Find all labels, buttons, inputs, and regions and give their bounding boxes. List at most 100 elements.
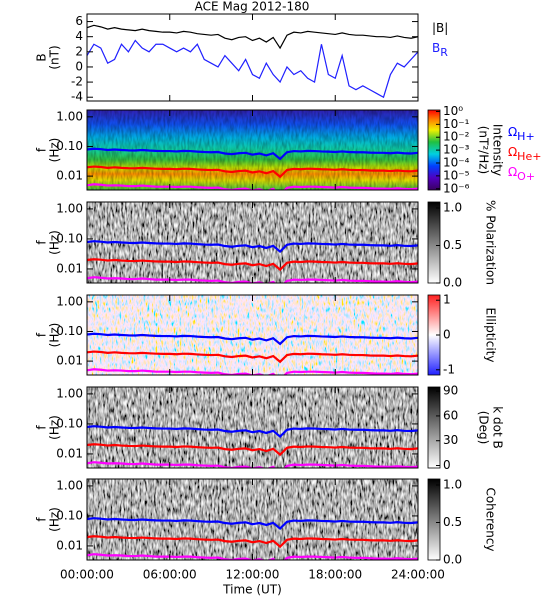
gyrofrequency-line bbox=[87, 258, 418, 272]
y-tick-label: 0.10 bbox=[56, 508, 83, 522]
colorbar bbox=[427, 478, 441, 561]
y-axis-label: f bbox=[35, 332, 49, 337]
x-tick-label: 06:00:00 bbox=[143, 568, 197, 582]
y-axis-label: (nT) bbox=[48, 45, 62, 69]
gyrofrequency-line bbox=[87, 350, 418, 364]
legend-name: Ω bbox=[508, 165, 517, 179]
legend-entry: |B| bbox=[432, 21, 448, 35]
y-tick-label: 1.00 bbox=[56, 109, 83, 123]
y-axis-label: f bbox=[35, 425, 49, 430]
y-tick-label: 0.01 bbox=[56, 538, 83, 552]
legend-entry: ΩH+ bbox=[508, 125, 535, 144]
colorbar-tick-label: 10⁻⁴ bbox=[443, 155, 470, 169]
colorbar-tick-label: 30 bbox=[443, 433, 458, 447]
legend-name: Ω bbox=[508, 145, 517, 159]
gyrofrequency-line bbox=[87, 165, 418, 179]
gyrofrequency-line bbox=[87, 276, 418, 283]
y-tick-label: 0.10 bbox=[56, 231, 83, 245]
gyrofrequency-line bbox=[87, 368, 418, 375]
colorbar bbox=[427, 386, 441, 469]
x-tick-label: 24:00:00 bbox=[391, 568, 445, 582]
y-axis-label: (Hz) bbox=[48, 507, 62, 532]
y-axis-label: (Hz) bbox=[48, 138, 62, 163]
plot-frame bbox=[86, 13, 419, 102]
line bbox=[87, 39, 418, 99]
y-tick-label: 4 bbox=[75, 29, 83, 43]
colorbar-label: % Polarization bbox=[484, 200, 498, 285]
colorbar-label: Coherency bbox=[484, 487, 498, 551]
y-axis-label: (Hz) bbox=[48, 323, 62, 348]
gyrofrequency-line bbox=[87, 183, 418, 190]
y-tick-label: -4 bbox=[71, 90, 83, 104]
y-tick-label: 0.01 bbox=[56, 169, 83, 183]
gyrofrequency-line bbox=[87, 535, 418, 549]
y-tick-label: 1.00 bbox=[56, 201, 83, 215]
colorbar-label: Ellipticity bbox=[484, 308, 498, 363]
y-axis-label: f bbox=[35, 147, 49, 152]
gyrofrequency-line bbox=[87, 425, 418, 439]
colorbar-label: k dot B bbox=[491, 406, 505, 448]
y-tick-label: 1.00 bbox=[56, 386, 83, 400]
legend-subscript: O+ bbox=[517, 170, 535, 183]
colorbar-tick-label: 10⁰ bbox=[443, 104, 463, 118]
y-tick-label: 0.01 bbox=[56, 354, 83, 368]
legend-subscript: He+ bbox=[517, 150, 541, 163]
x-axis-label: Time (UT) bbox=[222, 583, 282, 597]
colorbar-tick-label: 60 bbox=[443, 408, 458, 422]
legend-name: |B| bbox=[432, 21, 448, 35]
colorbar-tick-label: 0.0 bbox=[443, 553, 462, 567]
y-tick-label: 0.01 bbox=[56, 261, 83, 275]
colorbar-label: Intensity bbox=[491, 124, 505, 176]
gyrofrequency-line bbox=[87, 332, 418, 346]
gyrofrequency-line bbox=[87, 147, 418, 161]
colorbar-tick-label: 90 bbox=[443, 384, 458, 398]
y-tick-label: 1.00 bbox=[56, 294, 83, 308]
y-tick-label: 0.10 bbox=[56, 139, 83, 153]
colorbar-label: (Deg) bbox=[477, 411, 491, 445]
legend-subscript: R bbox=[440, 46, 448, 59]
colorbar-tick-label: 1.0 bbox=[443, 478, 462, 492]
legend-entry: ΩHe+ bbox=[508, 145, 541, 164]
y-tick-label: 1.00 bbox=[56, 478, 83, 492]
legend-entry: BR bbox=[432, 41, 448, 60]
y-axis-label: f bbox=[35, 240, 49, 245]
y-tick-label: 0.10 bbox=[56, 416, 83, 430]
y-tick-label: 0.10 bbox=[56, 324, 83, 338]
legend-name: B bbox=[432, 41, 440, 55]
gyrofrequency-line bbox=[87, 443, 418, 457]
colorbar-tick-label: 10⁻³ bbox=[443, 143, 470, 157]
x-tick-label: 18:00:00 bbox=[308, 568, 362, 582]
colorbar-tick-label: 10⁻⁶ bbox=[443, 181, 470, 195]
y-axis-label: (Hz) bbox=[48, 415, 62, 440]
colorbar-tick-label: 10⁻¹ bbox=[443, 117, 470, 131]
legend-name: Ω bbox=[508, 125, 517, 139]
legend-subscript: H+ bbox=[517, 130, 535, 143]
colorbar-tick-label: 0 bbox=[443, 328, 451, 342]
y-tick-label: 0.01 bbox=[56, 446, 83, 460]
legend-entry: ΩO+ bbox=[508, 165, 535, 184]
colorbar-tick-label: 10⁻⁵ bbox=[443, 168, 470, 182]
gyrofrequency-line bbox=[87, 461, 418, 468]
colorbar-tick-label: 1.0 bbox=[443, 201, 462, 215]
y-tick-label: 6 bbox=[75, 14, 83, 28]
colorbar-tick-label: 1 bbox=[443, 293, 451, 307]
colorbar-tick-label: 0.5 bbox=[443, 238, 462, 252]
colorbar-tick-label: 10⁻² bbox=[443, 130, 470, 144]
y-axis-label: (Hz) bbox=[48, 230, 62, 255]
colorbar bbox=[427, 201, 441, 284]
x-tick-label: 00:00:00 bbox=[60, 568, 114, 582]
y-axis-label: B bbox=[35, 53, 49, 61]
chart-title: ACE Mag 2012-180 bbox=[195, 0, 310, 14]
colorbar-tick-label: 0.0 bbox=[443, 276, 462, 290]
line bbox=[87, 24, 418, 50]
x-tick-label: 12:00:00 bbox=[226, 568, 280, 582]
colorbar-tick-label: -1 bbox=[443, 362, 455, 376]
colorbar-label: (nT²/Hz) bbox=[477, 126, 491, 174]
y-tick-label: -2 bbox=[71, 75, 83, 89]
y-axis-label: f bbox=[35, 517, 49, 522]
gyrofrequency-line bbox=[87, 553, 418, 560]
gyrofrequency-line bbox=[87, 240, 418, 254]
colorbar-tick-label: 0.5 bbox=[443, 515, 462, 529]
y-tick-label: 2 bbox=[75, 44, 83, 58]
